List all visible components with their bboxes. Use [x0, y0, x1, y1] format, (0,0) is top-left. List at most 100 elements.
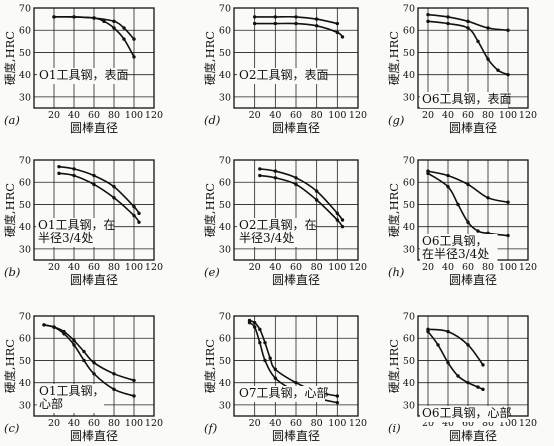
y-tick-label: 50	[403, 356, 415, 367]
data-point	[506, 28, 510, 32]
data-point	[340, 218, 345, 222]
chart-panel: 20 40 60 80 100 120 30 40 50 60 70 圆棒直径 硬度,HRC (e) O2工…	[203, 156, 367, 288]
x-tick-label: 40	[68, 110, 80, 121]
panel-label: (h)	[388, 265, 404, 279]
y-axis-label: 硬度,HRC	[203, 339, 217, 393]
x-tick-label: 40	[68, 262, 80, 273]
data-point	[314, 24, 319, 28]
data-point	[273, 169, 278, 173]
x-tick-label: 60	[462, 110, 474, 121]
data-point	[314, 189, 319, 193]
data-point	[112, 19, 116, 24]
y-tick-label: 40	[19, 378, 31, 389]
y-tick-label: 60	[219, 178, 231, 189]
data-point	[335, 400, 340, 405]
panel-label: (g)	[388, 113, 404, 127]
data-point	[258, 340, 262, 345]
data-point	[132, 378, 136, 383]
y-tick-label: 40	[403, 222, 415, 233]
data-point	[263, 340, 267, 345]
y-tick-label: 70	[219, 312, 231, 323]
data-point	[314, 198, 319, 202]
data-point	[335, 30, 340, 35]
annotation-background	[420, 234, 498, 263]
annotation-background	[237, 68, 325, 84]
data-point	[112, 372, 116, 376]
data-point	[273, 176, 278, 180]
y-tick-label: 40	[19, 222, 31, 233]
data-point	[466, 380, 470, 385]
data-point	[258, 173, 262, 178]
chart-panel: 20 40 60 80 100 120 30 40 50 60 70 圆棒直径 硬度,HRC (d) O2工…	[203, 4, 367, 136]
y-tick-label: 70	[19, 156, 31, 167]
data-point	[486, 26, 490, 30]
data-point	[481, 387, 485, 392]
x-axis-label: 圆棒直径	[449, 121, 497, 135]
data-point	[247, 318, 252, 323]
y-axis-label: 硬度,HRC	[387, 339, 401, 393]
data-point	[446, 360, 450, 365]
data-point	[252, 320, 257, 325]
y-tick-label: 70	[219, 4, 231, 15]
x-tick-label: 100	[125, 262, 143, 273]
x-tick-label: 20	[48, 262, 60, 273]
data-point	[294, 21, 298, 26]
annotation-text: O6工具钢，	[422, 234, 487, 248]
y-tick-label: 30	[219, 244, 231, 255]
x-tick-label: 120	[145, 262, 163, 273]
data-point	[294, 182, 298, 187]
panel-label: (a)	[4, 113, 20, 127]
data-point	[112, 387, 116, 392]
y-tick-label: 50	[403, 200, 415, 211]
plot-frame	[233, 315, 359, 417]
annotation-text: 在半径3/4处	[422, 247, 489, 261]
data-point	[466, 343, 470, 347]
data-point	[82, 349, 86, 354]
data-point	[72, 338, 76, 343]
data-point	[426, 19, 430, 24]
x-tick-label: 80	[482, 418, 494, 429]
y-tick-label: 50	[403, 48, 415, 59]
x-tick-label: 100	[328, 418, 346, 429]
y-tick-label: 30	[403, 400, 415, 411]
data-point	[263, 358, 267, 363]
data-point	[258, 327, 262, 332]
x-tick-label: 20	[422, 262, 434, 273]
y-axis-label: 硬度,HRC	[387, 183, 401, 237]
x-axis-label: 圆棒直径	[70, 273, 118, 287]
data-point	[506, 72, 510, 77]
x-tick-label: 20	[249, 418, 261, 429]
annotation-background	[37, 68, 125, 84]
annotation-text: O6工具钢，表面	[422, 92, 511, 106]
chart-panel: 20 40 60 80 100 120 30 40 50 60 70 圆棒直径 硬度,HRC (b) O1工…	[3, 156, 163, 288]
plot-frame	[33, 7, 155, 109]
annotation-background	[36, 218, 114, 247]
annotation-text: O2工具钢，表面	[239, 68, 328, 82]
data-point	[446, 15, 450, 19]
data-point	[102, 19, 106, 24]
y-tick-label: 40	[219, 70, 231, 81]
y-tick-label: 40	[403, 70, 415, 81]
data-point	[52, 325, 56, 329]
x-tick-label: 40	[442, 418, 454, 429]
data-point	[456, 374, 460, 378]
y-tick-label: 60	[19, 334, 31, 345]
x-tick-label: 60	[462, 418, 474, 429]
data-point	[42, 323, 46, 327]
series-line	[58, 165, 140, 214]
x-tick-label: 120	[145, 418, 163, 429]
y-tick-label: 50	[219, 200, 231, 211]
chart-panel: 20 40 60 80 100 120 30 40 50 60 70 圆棒直径 硬度,HRC (i) O6工…	[387, 312, 537, 444]
plot-frame	[233, 159, 359, 261]
x-tick-label: 20	[249, 262, 261, 273]
x-tick-label: 40	[68, 418, 80, 429]
data-point	[496, 68, 500, 72]
y-tick-label: 60	[219, 26, 231, 37]
data-point	[112, 196, 116, 200]
y-tick-label: 60	[19, 26, 31, 37]
y-tick-label: 40	[219, 378, 231, 389]
y-tick-label: 50	[19, 48, 31, 59]
data-point	[92, 372, 96, 376]
series-line	[58, 172, 140, 223]
